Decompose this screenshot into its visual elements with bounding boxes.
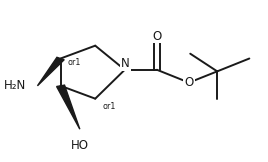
Polygon shape — [38, 57, 64, 86]
Text: O: O — [184, 76, 193, 89]
Text: or1: or1 — [102, 102, 116, 111]
Text: HO: HO — [71, 139, 89, 152]
Polygon shape — [57, 85, 80, 129]
Text: H₂N: H₂N — [4, 79, 26, 92]
Text: O: O — [152, 29, 162, 43]
Text: or1: or1 — [68, 58, 81, 67]
Text: N: N — [121, 57, 130, 70]
